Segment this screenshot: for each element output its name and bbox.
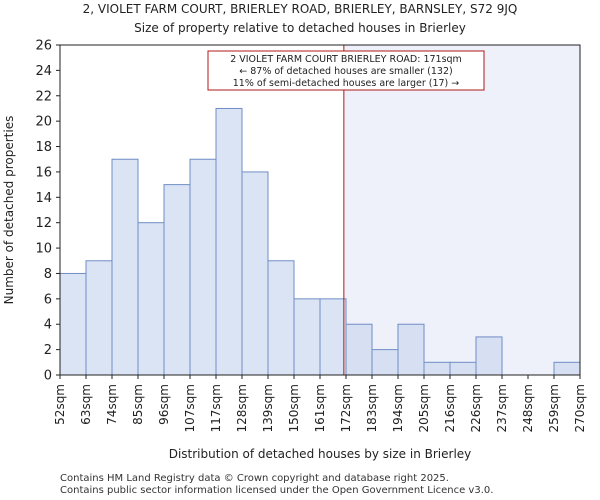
y-tick-label: 2 xyxy=(44,343,52,358)
x-tick-label: 85sqm xyxy=(131,384,145,425)
histogram-bar xyxy=(215,107,243,376)
y-tick-label: 24 xyxy=(35,64,52,79)
histogram-bar xyxy=(553,361,581,376)
y-tick-label: 18 xyxy=(35,140,52,155)
y-tick-label: 0 xyxy=(44,369,52,384)
histogram-bar xyxy=(59,272,87,376)
x-tick-label: 205sqm xyxy=(417,384,431,432)
histogram-bar xyxy=(345,323,373,376)
x-tick-label: 259sqm xyxy=(547,384,561,432)
histogram-bar xyxy=(449,361,477,376)
histogram-bar xyxy=(85,260,113,376)
x-tick-label: 172sqm xyxy=(339,384,353,432)
histogram-bar xyxy=(371,349,399,376)
x-tick-label: 270sqm xyxy=(573,384,587,432)
histogram-bar xyxy=(423,361,451,376)
x-tick-label: 194sqm xyxy=(391,384,405,432)
histogram-bar xyxy=(111,158,139,376)
annotation-line-3: 11% of semi-detached houses are larger (… xyxy=(233,78,460,89)
y-tick-label: 4 xyxy=(44,318,52,333)
histogram-bar xyxy=(293,298,321,376)
chart-subtitle: Size of property relative to detached ho… xyxy=(134,21,466,35)
y-tick-label: 14 xyxy=(35,191,52,206)
x-tick-label: 128sqm xyxy=(235,384,249,432)
x-tick-label: 226sqm xyxy=(469,384,483,432)
histogram-bar xyxy=(137,222,165,376)
x-tick-label: 96sqm xyxy=(157,384,171,425)
x-tick-label: 216sqm xyxy=(443,384,457,432)
x-tick-label: 117sqm xyxy=(209,384,223,432)
y-axis-label: Number of detached properties xyxy=(2,116,16,305)
x-tick-label: 107sqm xyxy=(183,384,197,432)
annotation-line-2: ← 87% of detached houses are smaller (13… xyxy=(239,66,452,77)
x-tick-label: 63sqm xyxy=(79,384,93,425)
y-tick-label: 16 xyxy=(35,165,52,180)
footer-licence: Contains public sector information licen… xyxy=(60,485,494,496)
x-tick-label: 74sqm xyxy=(105,384,119,425)
y-tick-label: 26 xyxy=(35,39,52,54)
y-tick-label: 8 xyxy=(44,267,52,282)
histogram-bar xyxy=(319,298,347,376)
chart-title-address: 2, VIOLET FARM COURT, BRIERLEY ROAD, BRI… xyxy=(82,2,518,16)
annotation-box: 2 VIOLET FARM COURT BRIERLEY ROAD: 171sq… xyxy=(207,50,485,91)
y-tick-label: 12 xyxy=(35,216,52,231)
histogram-bar xyxy=(475,336,503,376)
y-tick-label: 6 xyxy=(44,292,52,307)
x-tick-label: 183sqm xyxy=(365,384,379,432)
histogram-bar xyxy=(397,323,425,376)
highlight-region xyxy=(343,45,580,375)
x-tick-label: 248sqm xyxy=(521,384,535,432)
x-tick-label: 139sqm xyxy=(261,384,275,432)
y-tick-label: 20 xyxy=(35,115,52,130)
histogram-bar xyxy=(189,158,217,376)
footer-copyright: Contains HM Land Registry data © Crown c… xyxy=(60,473,449,484)
y-tick-label: 10 xyxy=(35,242,52,257)
x-tick-label: 150sqm xyxy=(287,384,301,432)
y-tick-label: 22 xyxy=(35,89,52,104)
x-tick-label: 161sqm xyxy=(313,384,327,432)
x-tick-label: 237sqm xyxy=(495,384,509,432)
annotation-line-1: 2 VIOLET FARM COURT BRIERLEY ROAD: 171sq… xyxy=(230,54,462,65)
histogram-bar xyxy=(163,184,191,376)
x-tick-label: 52sqm xyxy=(53,384,67,425)
x-axis-label: Distribution of detached houses by size … xyxy=(169,447,472,461)
histogram-bar xyxy=(241,171,269,376)
histogram-bar xyxy=(267,260,295,376)
